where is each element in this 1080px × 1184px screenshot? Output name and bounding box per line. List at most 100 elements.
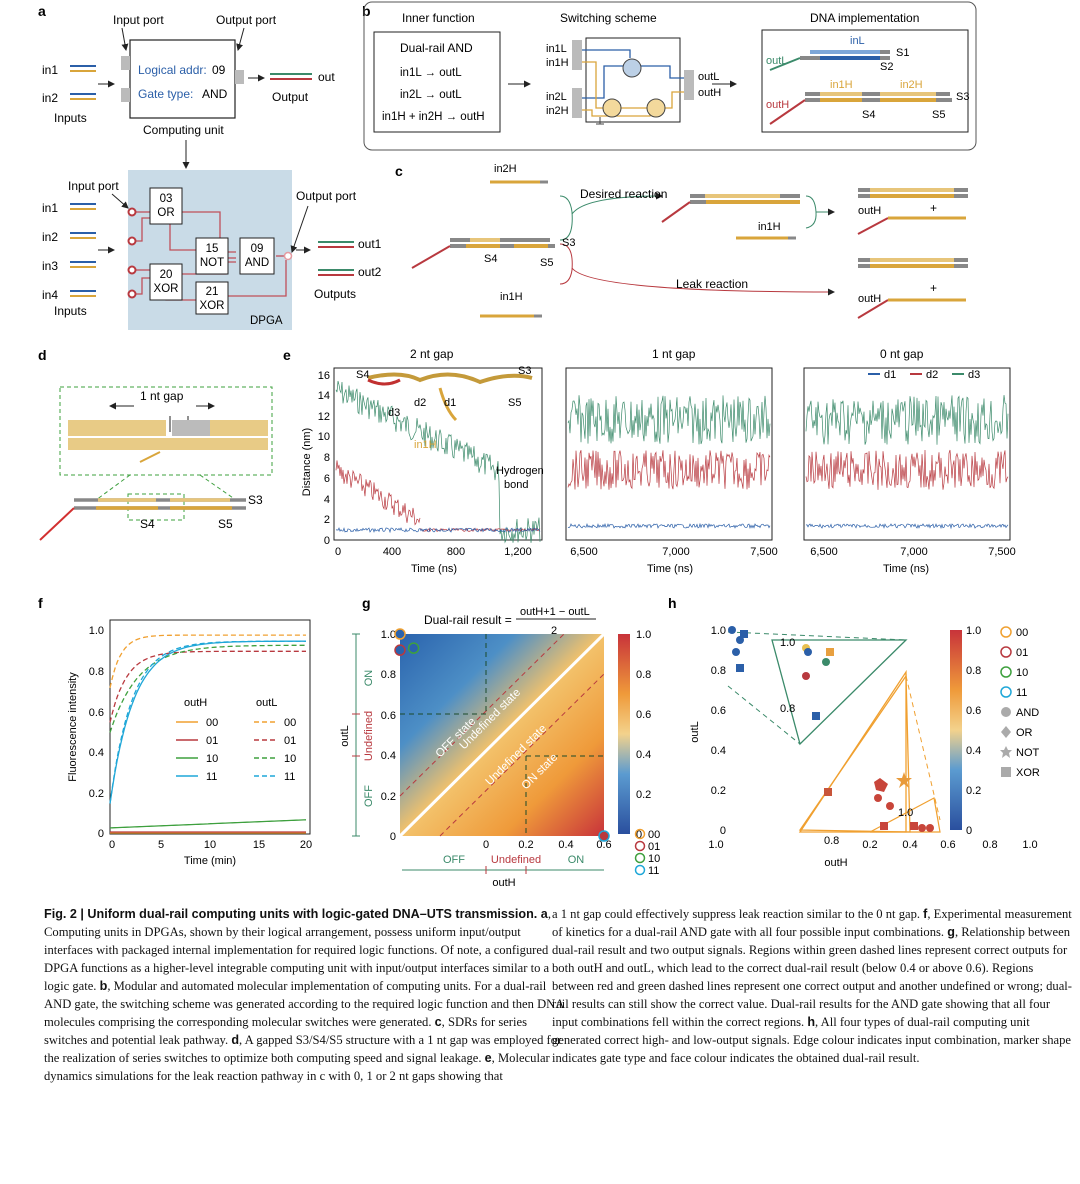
d-gap-label: 1 nt gap <box>140 389 184 403</box>
h-xtick-4: 0.8 <box>982 839 997 851</box>
h-legend-combo-marker-10 <box>1000 666 1012 678</box>
sw-in2L: in2L <box>546 91 567 103</box>
panel-g: Dual-rail result = outH+1 − outL 2 OFF s… <box>339 606 660 889</box>
h-ytick-0: 1.0 <box>711 625 726 637</box>
caption-text-3: , A gapped S3/S4/S5 structure with a 1 n… <box>44 1033 562 1065</box>
e-ytick-1: 2 <box>324 514 330 526</box>
f-ytick-3: 0.6 <box>89 707 104 719</box>
panel-h: 1.0 0.8 0.6 0.4 0.2 0 outL 1.0 0.2 0.4 0… <box>689 625 1040 869</box>
e-d3: d3 <box>388 407 400 419</box>
sw-in1L: in1L <box>546 43 567 55</box>
h-cbar-4: 0.2 <box>966 785 981 797</box>
out-label: out <box>318 70 335 84</box>
dna-outH: outH <box>766 99 789 111</box>
output-label: Output <box>272 90 309 104</box>
g-colorbar <box>618 634 630 834</box>
e-ytick-8: 16 <box>318 370 330 382</box>
f-ytick-2: 0.4 <box>89 747 104 759</box>
caption-text-0: a 1 nt gap could effectively suppress le… <box>552 907 924 921</box>
g-ytick-4: 0.8 <box>381 669 396 681</box>
e-ytick-4: 8 <box>324 452 330 464</box>
panel-f: Fluorescence intensity 0 0.2 0.4 0.6 0.8… <box>67 619 312 867</box>
e-legend-d1: d1 <box>884 369 896 381</box>
out2-label: out2 <box>358 265 382 279</box>
h-cbar-5: 0 <box>966 825 972 837</box>
e-ytick-6: 12 <box>318 411 330 423</box>
e-d2: d2 <box>414 397 426 409</box>
dna-S3: S3 <box>956 91 969 103</box>
e-legend-d3: d3 <box>968 369 980 381</box>
caption-text-1: , Experimental measurement of kinetics f… <box>552 907 1072 939</box>
figure-canvas: a b c d e f g h Input port Output port i… <box>38 1 1040 889</box>
h-legend-combo-marker-11 <box>1000 686 1012 698</box>
h-ytick-3: 0.4 <box>711 745 726 757</box>
md-trace-gap0-d1 <box>805 523 1009 530</box>
g-xregion-undef: Undefined <box>491 854 541 866</box>
e-S5: S5 <box>508 397 521 409</box>
dpga-in1: in1 <box>42 201 58 215</box>
caption-text-2: , Relationship between dual-rail result … <box>552 925 1072 1029</box>
e-ytick-7: 14 <box>318 390 330 402</box>
gate-15-name: NOT <box>200 257 224 269</box>
f-xtick-4: 20 <box>300 839 312 851</box>
gate-21-num: 21 <box>206 286 219 298</box>
h-point-8 <box>822 658 830 666</box>
h-cbar-1: 0.8 <box>966 665 981 677</box>
dpga-input-port-label: Input port <box>68 179 119 193</box>
f-legend-outH: outH <box>184 697 207 709</box>
h-point-16 <box>918 824 926 832</box>
caption-bold-2: g <box>947 925 955 939</box>
g-cbar-2: 0.6 <box>636 709 651 721</box>
computing-unit-label: Computing unit <box>143 123 224 137</box>
panel-letter-c: c <box>395 163 403 179</box>
gate-03-name: OR <box>157 207 174 219</box>
g-ylabel: outL <box>339 725 351 746</box>
f-legend-h-label-11: 11 <box>206 771 217 783</box>
gate-15-num: 15 <box>206 243 219 255</box>
h-ytick-4: 0.2 <box>711 785 726 797</box>
f-legend-h-label-10: 10 <box>206 753 218 765</box>
c-outH-top: outH <box>858 205 881 217</box>
md-traces <box>335 380 1009 544</box>
g-legend-label-11: 11 <box>648 865 659 877</box>
h-legend-shape-marker-xor <box>1001 767 1011 777</box>
c-in1H-top: in1H <box>758 221 781 233</box>
f-legend-l-label-10: 10 <box>284 753 296 765</box>
f-ytick-1: 0.2 <box>89 788 104 800</box>
g-xtick-1: 0.2 <box>518 839 533 851</box>
gate-21-name: XOR <box>200 300 225 312</box>
h-point-6 <box>804 648 812 656</box>
d-S5: S5 <box>218 517 233 531</box>
input-port-label: Input port <box>113 13 164 27</box>
g-denominator: 2 <box>551 625 557 637</box>
e-S3: S3 <box>518 365 531 377</box>
h-legend-shape-marker-not <box>1000 746 1012 758</box>
g-ytick-2: 0.4 <box>381 750 396 762</box>
sw-outL: outL <box>698 71 719 83</box>
h-cbar-2: 0.6 <box>966 705 981 717</box>
h-cbar-0: 1.0 <box>966 625 981 637</box>
g-xregion-off: OFF <box>443 854 465 866</box>
dna-in2H: in2H <box>900 79 923 91</box>
f-legend-h-label-00: 00 <box>206 717 218 729</box>
panel-letter-a: a <box>38 3 46 19</box>
c-S5: S5 <box>540 257 553 269</box>
f-legend: 00 00 01 01 10 10 11 11 <box>176 717 296 783</box>
caption-bold-3: d <box>231 1033 240 1047</box>
computing-unit-box <box>129 39 236 119</box>
g-cbar-0: 1.0 <box>636 629 651 641</box>
caption-bold-0: Fig. 2 | Uniform dual-rail computing uni… <box>44 907 548 921</box>
caption-text-3: , All four types of dual-rail computing … <box>552 1015 1071 1065</box>
desired-reaction: Desired reaction <box>580 187 667 201</box>
e-x2-2: 7,500 <box>750 546 778 558</box>
dna-in1H: in1H <box>830 79 853 91</box>
output-port-label: Output port <box>216 13 277 27</box>
h-xtick-5: 1.0 <box>1022 839 1037 851</box>
c-plus-top: + <box>930 201 937 215</box>
h-xtick-0: 1.0 <box>708 839 723 851</box>
g-ytick-3: 0.6 <box>381 710 396 722</box>
h-legend-combo-label-00: 00 <box>1016 627 1028 639</box>
switching-scheme-title: Switching scheme <box>560 11 657 25</box>
caption-left: Fig. 2 | Uniform dual-rail computing uni… <box>44 905 564 1085</box>
